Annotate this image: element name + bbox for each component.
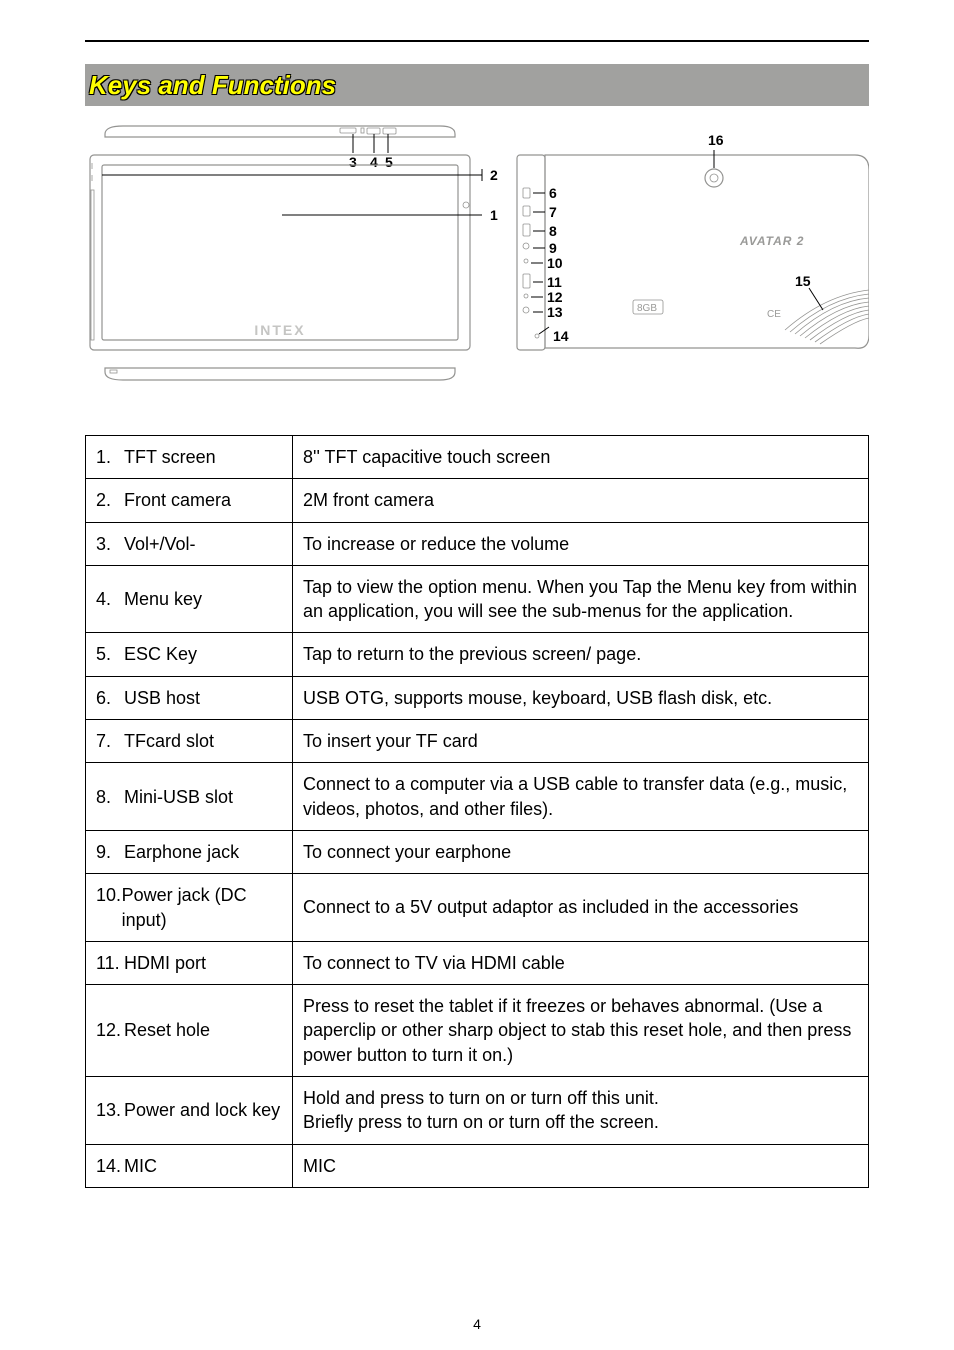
svg-text:8: 8 [549, 223, 557, 239]
row-label: 11.HDMI port [86, 941, 293, 984]
row-label: 8.Mini-USB slot [86, 763, 293, 831]
row-description: Tap to return to the previous screen/ pa… [293, 633, 869, 676]
row-number: 5. [96, 642, 124, 666]
row-description: 2M front camera [293, 479, 869, 522]
table-row: 2.Front camera2M front camera [86, 479, 869, 522]
row-label-text: Power jack (DC input) [122, 883, 282, 932]
row-description: Connect to a 5V output adaptor as includ… [293, 874, 869, 942]
row-label-text: MIC [124, 1154, 157, 1178]
row-label: 9.Earphone jack [86, 830, 293, 873]
row-number: 14. [96, 1154, 124, 1178]
row-label: 4.Menu key [86, 565, 293, 633]
svg-text:11: 11 [547, 274, 562, 290]
row-label-text: TFcard slot [124, 729, 214, 753]
row-label: 1.TFT screen [86, 436, 293, 479]
svg-text:6: 6 [549, 185, 557, 201]
row-description: 8'' TFT capacitive touch screen [293, 436, 869, 479]
row-label-text: Power and lock key [124, 1098, 280, 1122]
table-row: 11.HDMI portTo connect to TV via HDMI ca… [86, 941, 869, 984]
row-label-text: Mini-USB slot [124, 785, 233, 809]
row-label-text: USB host [124, 686, 200, 710]
row-description: Press to reset the tablet if it freezes … [293, 985, 869, 1077]
device-diagram: .l { stroke:#939391; stroke-width:1.2; f… [85, 120, 869, 405]
page-number: 4 [0, 1316, 954, 1332]
table-row: 9.Earphone jackTo connect your earphone [86, 830, 869, 873]
row-label: 10.Power jack (DC input) [86, 874, 293, 942]
ce-mark: CE [767, 309, 781, 320]
table-row: 14.MIC MIC [86, 1144, 869, 1187]
callout-2: 2 [490, 167, 498, 183]
svg-text:14: 14 [553, 328, 569, 344]
callout-3: 3 [349, 154, 357, 170]
brand-back-label: INTEX [254, 322, 305, 338]
table-row: 4.Menu keyTap to view the option menu. W… [86, 565, 869, 633]
row-description: To increase or reduce the volume [293, 522, 869, 565]
table-row: 5.ESC KeyTap to return to the previous s… [86, 633, 869, 676]
table-row: 13.Power and lock keyHold and press to t… [86, 1077, 869, 1145]
table-row: 8.Mini-USB slot Connect to a computer vi… [86, 763, 869, 831]
row-description: To connect to TV via HDMI cable [293, 941, 869, 984]
row-description: Hold and press to turn on or turn off th… [293, 1077, 869, 1145]
section-banner: Keys and Functions [85, 64, 869, 106]
row-description: MIC [293, 1144, 869, 1187]
row-label-text: Vol+/Vol- [124, 532, 196, 556]
callout-15: 15 [795, 273, 811, 289]
row-label-text: ESC Key [124, 642, 197, 666]
svg-text:9: 9 [549, 240, 557, 256]
svg-text:10: 10 [547, 255, 563, 271]
row-label: 13.Power and lock key [86, 1077, 293, 1145]
side-ports: 6 7 8 9 10 11 12 13 14 [523, 185, 569, 344]
table-row: 1.TFT screen8'' TFT capacitive touch scr… [86, 436, 869, 479]
row-number: 10. [96, 883, 122, 932]
svg-text:7: 7 [549, 204, 557, 220]
row-number: 1. [96, 445, 124, 469]
row-number: 6. [96, 686, 124, 710]
row-number: 11. [96, 951, 124, 975]
row-description: To insert your TF card [293, 720, 869, 763]
row-description: Tap to view the option menu. When you Ta… [293, 565, 869, 633]
table-row: 6.USB hostUSB OTG, supports mouse, keybo… [86, 676, 869, 719]
row-label-text: Front camera [124, 488, 231, 512]
row-label-text: Reset hole [124, 1018, 210, 1042]
row-label: 5.ESC Key [86, 633, 293, 676]
row-label: 12.Reset hole [86, 985, 293, 1077]
row-label: 3.Vol+/Vol- [86, 522, 293, 565]
row-description: Connect to a computer via a USB cable to… [293, 763, 869, 831]
row-number: 3. [96, 532, 124, 556]
callout-1: 1 [490, 207, 498, 223]
banner-title: Keys and Functions [89, 70, 336, 101]
row-label-text: Earphone jack [124, 840, 239, 864]
row-label: 7.TFcard slot [86, 720, 293, 763]
row-description: USB OTG, supports mouse, keyboard, USB f… [293, 676, 869, 719]
keys-functions-table: 1.TFT screen8'' TFT capacitive touch scr… [85, 435, 869, 1188]
row-label-text: Menu key [124, 587, 202, 611]
capacity-label: 8GB [637, 303, 657, 314]
row-label-text: TFT screen [124, 445, 216, 469]
callout-16: 16 [708, 132, 724, 148]
row-label-text: HDMI port [124, 951, 206, 975]
row-description: To connect your earphone [293, 830, 869, 873]
callout-5: 5 [385, 154, 393, 170]
row-number: 13. [96, 1098, 124, 1122]
row-number: 9. [96, 840, 124, 864]
row-label: 2.Front camera [86, 479, 293, 522]
brand-front-label: AVATAR 2 [739, 234, 804, 248]
callout-4: 4 [370, 154, 378, 170]
row-label: 14.MIC [86, 1144, 293, 1187]
table-row: 12.Reset holePress to reset the tablet i… [86, 985, 869, 1077]
row-number: 8. [96, 785, 124, 809]
table-row: 7.TFcard slotTo insert your TF card [86, 720, 869, 763]
row-number: 2. [96, 488, 124, 512]
row-number: 4. [96, 587, 124, 611]
row-number: 12. [96, 1018, 124, 1042]
svg-text:13: 13 [547, 304, 563, 320]
row-number: 7. [96, 729, 124, 753]
row-label: 6.USB host [86, 676, 293, 719]
table-row: 10.Power jack (DC input)Connect to a 5V … [86, 874, 869, 942]
table-row: 3.Vol+/Vol-To increase or reduce the vol… [86, 522, 869, 565]
svg-text:12: 12 [547, 289, 563, 305]
